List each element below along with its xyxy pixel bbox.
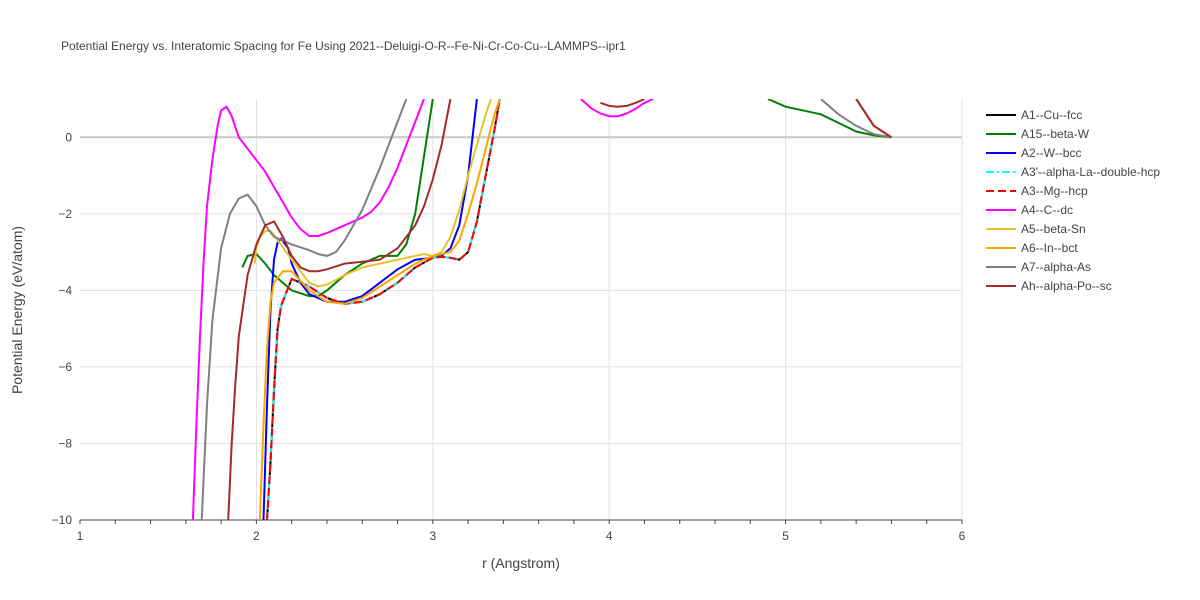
series-line (266, 99, 892, 520)
y-tick-label: −4 (58, 283, 72, 297)
y-tick-label: −8 (58, 436, 72, 450)
series-line (227, 99, 892, 520)
legend-entry: A5--beta-Sn (1021, 222, 1086, 236)
y-tick-label: −10 (52, 513, 73, 527)
legend-entry: A2--W--bcc (1021, 146, 1081, 160)
series-line (262, 99, 892, 520)
series-line (258, 99, 892, 520)
legend-entry: A3'--alpha-La--double-hcp (1021, 165, 1160, 179)
x-axis-label: r (Angstrom) (482, 555, 560, 571)
x-tick-label: 3 (429, 529, 436, 543)
chart-title: Potential Energy vs. Interatomic Spacing… (61, 39, 626, 53)
y-axis-ticks: −10 −8 −6 −4 −2 0 (52, 130, 73, 527)
series-line (266, 99, 501, 520)
y-tick-label: 0 (65, 130, 72, 144)
series-line (266, 99, 501, 520)
x-tick-label: 1 (77, 529, 84, 543)
y-axis-label: Potential Energy (eV/atom) (9, 226, 25, 394)
plot-area (191, 99, 892, 520)
series-line (241, 99, 892, 298)
x-axis-ticks: 1 2 3 4 5 6 (77, 529, 966, 543)
legend-entry: A6--In--bct (1021, 241, 1078, 255)
legend-entry: A4--C--dc (1021, 203, 1073, 217)
legend-entry: A15--beta-W (1021, 127, 1090, 141)
x-tick-label: 2 (253, 529, 260, 543)
legend-entry: A3--Mg--hcp (1021, 184, 1088, 198)
series-line (191, 99, 654, 520)
series-line (253, 99, 892, 288)
legend-entry: A1--Cu--fcc (1021, 108, 1082, 122)
y-tick-label: −6 (58, 360, 72, 374)
legend-entry: Ah--alpha-Po--sc (1021, 279, 1112, 293)
y-tick-label: −2 (58, 207, 72, 221)
x-tick-label: 4 (606, 529, 613, 543)
gridlines (79, 99, 963, 524)
x-tick-label: 5 (782, 529, 789, 543)
legend: A1--Cu--fcc A15--beta-W A2--W--bcc A3'--alp… (986, 108, 1160, 293)
x-tick-label: 6 (959, 529, 966, 543)
legend-entry: A7--alpha-As (1021, 260, 1091, 274)
series-line (200, 99, 892, 520)
